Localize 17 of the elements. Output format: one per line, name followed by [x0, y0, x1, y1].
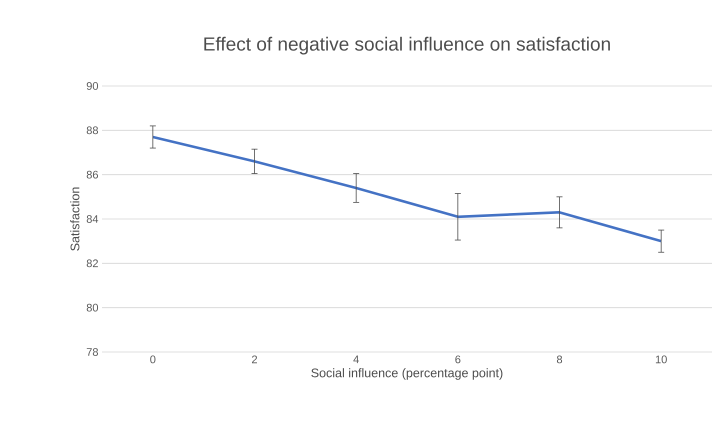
line-series: [152, 136, 662, 242]
x-tick-label: 4: [353, 356, 359, 364]
y-tick-label: 88: [86, 126, 98, 134]
y-tick-label: 90: [86, 82, 98, 90]
x-tick-label: 0: [150, 356, 156, 364]
x-axis-title: Social influence (percentage point): [311, 368, 502, 380]
y-tick-label: 78: [86, 348, 98, 356]
y-tick-label: 86: [86, 170, 98, 179]
chart-title: Effect of negative social influence on satisfaction: [204, 36, 610, 54]
x-tick-label: 10: [656, 356, 667, 364]
y-axis-title: Satisfaction: [70, 188, 80, 251]
y-tick-label: 84: [86, 215, 98, 223]
x-tick-label: 6: [455, 356, 460, 364]
y-tick-label: 82: [86, 259, 98, 268]
x-tick-label: 8: [556, 356, 562, 364]
x-tick-label: 2: [252, 356, 258, 364]
y-tick-label: 80: [86, 304, 98, 312]
